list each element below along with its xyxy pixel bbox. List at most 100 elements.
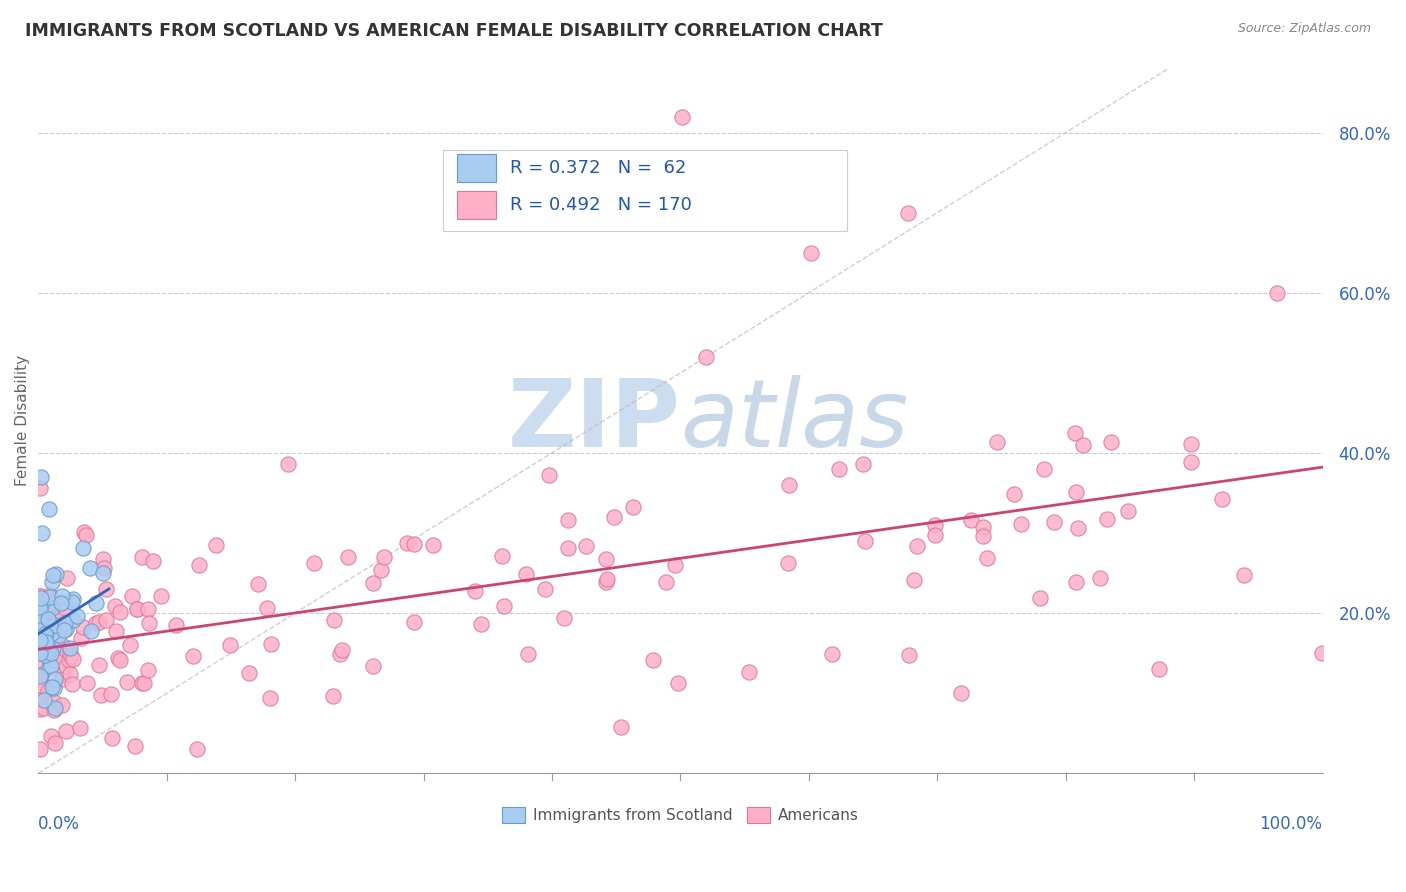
Point [187,558,209,572]
Point [28,742,51,756]
Point [138,615,160,630]
Point [38,502,60,516]
Point [30,656,52,670]
Point [260,636,283,650]
Point [41,640,63,655]
Point [28,702,51,716]
Point [37,630,59,644]
Point [53,601,76,615]
Point [90,688,112,702]
Point [277,457,299,471]
Point [1180,437,1202,451]
Point [165,617,187,632]
Point [56,571,79,585]
Text: IMMIGRANTS FROM SCOTLAND VS AMERICAN FEMALE DISABILITY CORRELATION CHART: IMMIGRANTS FROM SCOTLAND VS AMERICAN FEM… [25,22,883,40]
Text: R = 0.492   N = 170: R = 0.492 N = 170 [509,196,692,214]
Point [72,541,94,555]
Point [238,665,260,680]
Point [422,538,444,552]
Point [84,596,107,610]
Point [32,700,55,714]
Point [89,615,111,629]
Point [60,677,83,691]
Point [41,729,63,743]
Point [28,632,51,646]
Point [76,676,98,690]
Point [49,597,72,611]
Point [51,596,73,610]
Point [44,617,66,632]
Point [41,626,63,640]
Point [150,589,173,603]
Point [402,537,425,551]
Point [960,513,983,527]
Point [621,500,644,515]
Point [38,588,60,602]
Point [302,556,325,570]
Point [515,567,537,582]
Point [66,609,89,624]
Point [53,623,76,637]
Point [976,551,998,566]
Point [28,678,51,692]
Point [972,529,994,543]
Point [39,659,62,673]
Point [30,611,52,625]
Point [738,665,761,679]
Point [924,528,946,542]
Point [370,563,392,577]
Y-axis label: Female Disability: Female Disability [15,355,30,486]
Point [30,623,52,637]
Point [41,600,63,615]
Point [38,659,60,673]
Point [35,645,58,659]
Point [55,616,77,631]
Point [87,658,110,673]
Point [827,461,849,475]
Point [34,640,56,655]
Point [45,646,67,660]
Text: ZIP: ZIP [508,375,681,467]
Point [34,626,56,640]
Legend: Immigrants from Scotland, Americans: Immigrants from Scotland, Americans [496,801,865,829]
Point [1064,484,1087,499]
Point [30,590,52,604]
Point [30,633,52,648]
Point [603,510,626,524]
Point [142,554,165,568]
Point [595,552,617,566]
Point [596,573,619,587]
Point [35,628,58,642]
Point [1002,487,1025,501]
Point [34,634,56,648]
Point [322,689,344,703]
Point [46,611,69,625]
Point [28,692,51,706]
Text: R = 0.372   N =  62: R = 0.372 N = 62 [509,159,686,177]
Point [322,613,344,627]
Point [1067,521,1090,535]
Point [75,527,97,541]
Point [1147,662,1170,676]
Point [51,698,73,712]
Point [107,651,129,665]
Point [44,681,66,695]
Point [1265,285,1288,300]
Point [494,599,516,614]
Point [31,612,53,626]
Point [94,582,117,596]
Point [695,350,717,364]
Point [125,602,148,616]
Point [55,643,77,657]
Point [852,457,875,471]
Point [131,549,153,564]
Point [1116,504,1139,518]
Point [363,658,385,673]
Point [330,643,353,657]
Point [42,695,65,709]
Point [575,539,598,553]
Point [138,602,160,616]
Point [42,605,65,619]
Point [247,576,270,591]
Point [1099,434,1122,449]
